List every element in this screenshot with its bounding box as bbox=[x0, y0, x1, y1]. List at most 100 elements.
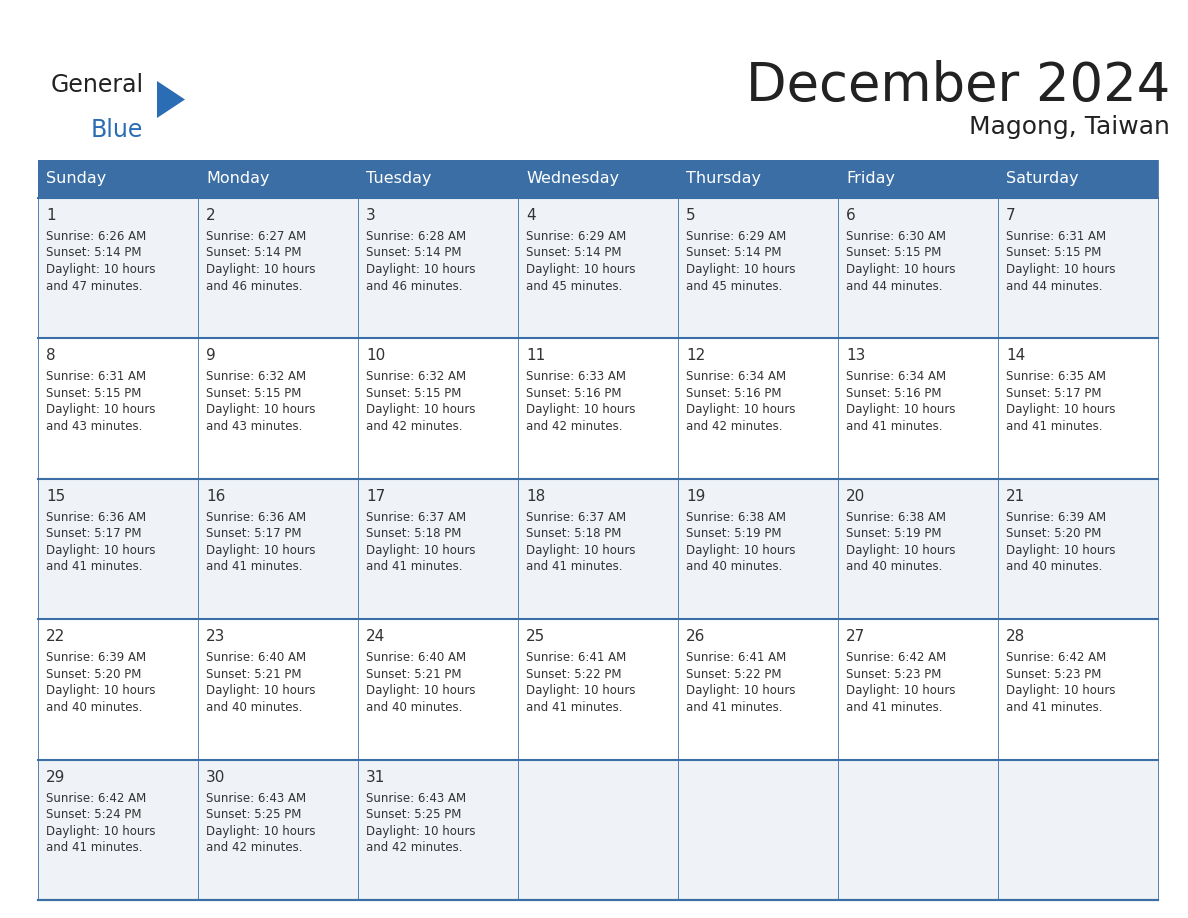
Text: 4: 4 bbox=[526, 208, 536, 223]
Text: 30: 30 bbox=[206, 769, 226, 785]
Text: Sunrise: 6:29 AM: Sunrise: 6:29 AM bbox=[685, 230, 786, 243]
Text: 29: 29 bbox=[46, 769, 65, 785]
Text: Sunrise: 6:35 AM: Sunrise: 6:35 AM bbox=[1006, 370, 1106, 384]
Text: and 40 minutes.: and 40 minutes. bbox=[846, 560, 942, 574]
Bar bbox=[38, 160, 198, 198]
Text: Sunset: 5:16 PM: Sunset: 5:16 PM bbox=[526, 386, 621, 400]
Text: Daylight: 10 hours: Daylight: 10 hours bbox=[846, 403, 955, 417]
Text: 1: 1 bbox=[46, 208, 56, 223]
Text: Sunset: 5:22 PM: Sunset: 5:22 PM bbox=[526, 667, 621, 681]
Text: Sunset: 5:20 PM: Sunset: 5:20 PM bbox=[1006, 527, 1101, 541]
Text: Daylight: 10 hours: Daylight: 10 hours bbox=[206, 263, 316, 276]
Text: and 40 minutes.: and 40 minutes. bbox=[1006, 560, 1102, 574]
Text: Sunset: 5:16 PM: Sunset: 5:16 PM bbox=[846, 386, 942, 400]
Text: and 44 minutes.: and 44 minutes. bbox=[846, 279, 942, 293]
Bar bbox=[38, 759, 1158, 900]
Text: Sunrise: 6:29 AM: Sunrise: 6:29 AM bbox=[526, 230, 626, 243]
Text: 22: 22 bbox=[46, 629, 65, 644]
Text: Sunset: 5:15 PM: Sunset: 5:15 PM bbox=[46, 386, 141, 400]
Text: Daylight: 10 hours: Daylight: 10 hours bbox=[685, 684, 796, 697]
Text: 25: 25 bbox=[526, 629, 545, 644]
Text: 21: 21 bbox=[1006, 488, 1025, 504]
Text: Daylight: 10 hours: Daylight: 10 hours bbox=[846, 543, 955, 557]
Text: Daylight: 10 hours: Daylight: 10 hours bbox=[46, 824, 156, 837]
Text: Wednesday: Wednesday bbox=[526, 172, 619, 186]
Text: Sunrise: 6:32 AM: Sunrise: 6:32 AM bbox=[366, 370, 466, 384]
Text: Daylight: 10 hours: Daylight: 10 hours bbox=[685, 403, 796, 417]
Text: Saturday: Saturday bbox=[1006, 172, 1079, 186]
Text: Sunrise: 6:36 AM: Sunrise: 6:36 AM bbox=[206, 510, 307, 524]
Text: Sunset: 5:16 PM: Sunset: 5:16 PM bbox=[685, 386, 782, 400]
Text: Sunset: 5:25 PM: Sunset: 5:25 PM bbox=[206, 808, 302, 821]
Text: Sunset: 5:21 PM: Sunset: 5:21 PM bbox=[366, 667, 461, 681]
Text: Daylight: 10 hours: Daylight: 10 hours bbox=[46, 684, 156, 697]
Text: 23: 23 bbox=[206, 629, 226, 644]
Text: Sunset: 5:18 PM: Sunset: 5:18 PM bbox=[366, 527, 461, 541]
Text: Sunset: 5:19 PM: Sunset: 5:19 PM bbox=[685, 527, 782, 541]
Text: and 43 minutes.: and 43 minutes. bbox=[46, 420, 143, 433]
Text: and 41 minutes.: and 41 minutes. bbox=[1006, 700, 1102, 713]
Text: Monday: Monday bbox=[206, 172, 270, 186]
Text: and 41 minutes.: and 41 minutes. bbox=[1006, 420, 1102, 433]
Text: 18: 18 bbox=[526, 488, 545, 504]
Text: Daylight: 10 hours: Daylight: 10 hours bbox=[526, 543, 636, 557]
Text: Sunrise: 6:34 AM: Sunrise: 6:34 AM bbox=[846, 370, 946, 384]
Text: Sunset: 5:17 PM: Sunset: 5:17 PM bbox=[1006, 386, 1101, 400]
Text: Sunday: Sunday bbox=[46, 172, 106, 186]
Text: General: General bbox=[51, 73, 144, 97]
Text: Tuesday: Tuesday bbox=[366, 172, 431, 186]
Text: 9: 9 bbox=[206, 349, 216, 364]
Text: Sunrise: 6:28 AM: Sunrise: 6:28 AM bbox=[366, 230, 466, 243]
Text: Daylight: 10 hours: Daylight: 10 hours bbox=[526, 263, 636, 276]
Bar bbox=[38, 198, 1158, 339]
Text: and 41 minutes.: and 41 minutes. bbox=[526, 700, 623, 713]
Text: and 42 minutes.: and 42 minutes. bbox=[206, 841, 303, 854]
Text: 5: 5 bbox=[685, 208, 696, 223]
Text: Sunrise: 6:37 AM: Sunrise: 6:37 AM bbox=[366, 510, 466, 524]
Text: Sunset: 5:15 PM: Sunset: 5:15 PM bbox=[206, 386, 302, 400]
Text: and 42 minutes.: and 42 minutes. bbox=[526, 420, 623, 433]
Text: Sunrise: 6:41 AM: Sunrise: 6:41 AM bbox=[685, 651, 786, 665]
Text: 15: 15 bbox=[46, 488, 65, 504]
Text: Sunset: 5:17 PM: Sunset: 5:17 PM bbox=[46, 527, 141, 541]
Text: 16: 16 bbox=[206, 488, 226, 504]
Bar bbox=[38, 620, 1158, 759]
Text: Friday: Friday bbox=[846, 172, 895, 186]
Text: 14: 14 bbox=[1006, 349, 1025, 364]
Bar bbox=[38, 339, 1158, 479]
Text: Daylight: 10 hours: Daylight: 10 hours bbox=[1006, 403, 1116, 417]
Text: Sunrise: 6:26 AM: Sunrise: 6:26 AM bbox=[46, 230, 146, 243]
Text: Sunset: 5:23 PM: Sunset: 5:23 PM bbox=[1006, 667, 1101, 681]
Text: and 42 minutes.: and 42 minutes. bbox=[366, 841, 462, 854]
Text: and 41 minutes.: and 41 minutes. bbox=[526, 560, 623, 574]
Text: and 41 minutes.: and 41 minutes. bbox=[685, 700, 783, 713]
Text: and 41 minutes.: and 41 minutes. bbox=[846, 700, 942, 713]
Text: 11: 11 bbox=[526, 349, 545, 364]
Text: Blue: Blue bbox=[90, 118, 143, 141]
Text: Sunrise: 6:39 AM: Sunrise: 6:39 AM bbox=[1006, 510, 1106, 524]
Bar bbox=[678, 160, 838, 198]
Text: Daylight: 10 hours: Daylight: 10 hours bbox=[206, 543, 316, 557]
Text: Thursday: Thursday bbox=[685, 172, 762, 186]
Text: Sunrise: 6:36 AM: Sunrise: 6:36 AM bbox=[46, 510, 146, 524]
Text: and 41 minutes.: and 41 minutes. bbox=[206, 560, 303, 574]
Text: Sunrise: 6:31 AM: Sunrise: 6:31 AM bbox=[1006, 230, 1106, 243]
Text: and 45 minutes.: and 45 minutes. bbox=[685, 279, 783, 293]
Text: Sunset: 5:14 PM: Sunset: 5:14 PM bbox=[366, 247, 461, 260]
Text: and 44 minutes.: and 44 minutes. bbox=[1006, 279, 1102, 293]
Text: Sunset: 5:14 PM: Sunset: 5:14 PM bbox=[46, 247, 141, 260]
Text: and 41 minutes.: and 41 minutes. bbox=[846, 420, 942, 433]
Text: Sunrise: 6:34 AM: Sunrise: 6:34 AM bbox=[685, 370, 786, 384]
Text: Sunset: 5:21 PM: Sunset: 5:21 PM bbox=[206, 667, 302, 681]
Text: 26: 26 bbox=[685, 629, 706, 644]
Text: and 47 minutes.: and 47 minutes. bbox=[46, 279, 143, 293]
Text: December 2024: December 2024 bbox=[746, 60, 1170, 112]
Text: Daylight: 10 hours: Daylight: 10 hours bbox=[366, 263, 475, 276]
Text: 17: 17 bbox=[366, 488, 385, 504]
Bar bbox=[38, 479, 1158, 620]
Text: and 45 minutes.: and 45 minutes. bbox=[526, 279, 623, 293]
Bar bbox=[198, 160, 358, 198]
Text: Daylight: 10 hours: Daylight: 10 hours bbox=[1006, 543, 1116, 557]
Text: Sunrise: 6:41 AM: Sunrise: 6:41 AM bbox=[526, 651, 626, 665]
Text: Daylight: 10 hours: Daylight: 10 hours bbox=[1006, 684, 1116, 697]
